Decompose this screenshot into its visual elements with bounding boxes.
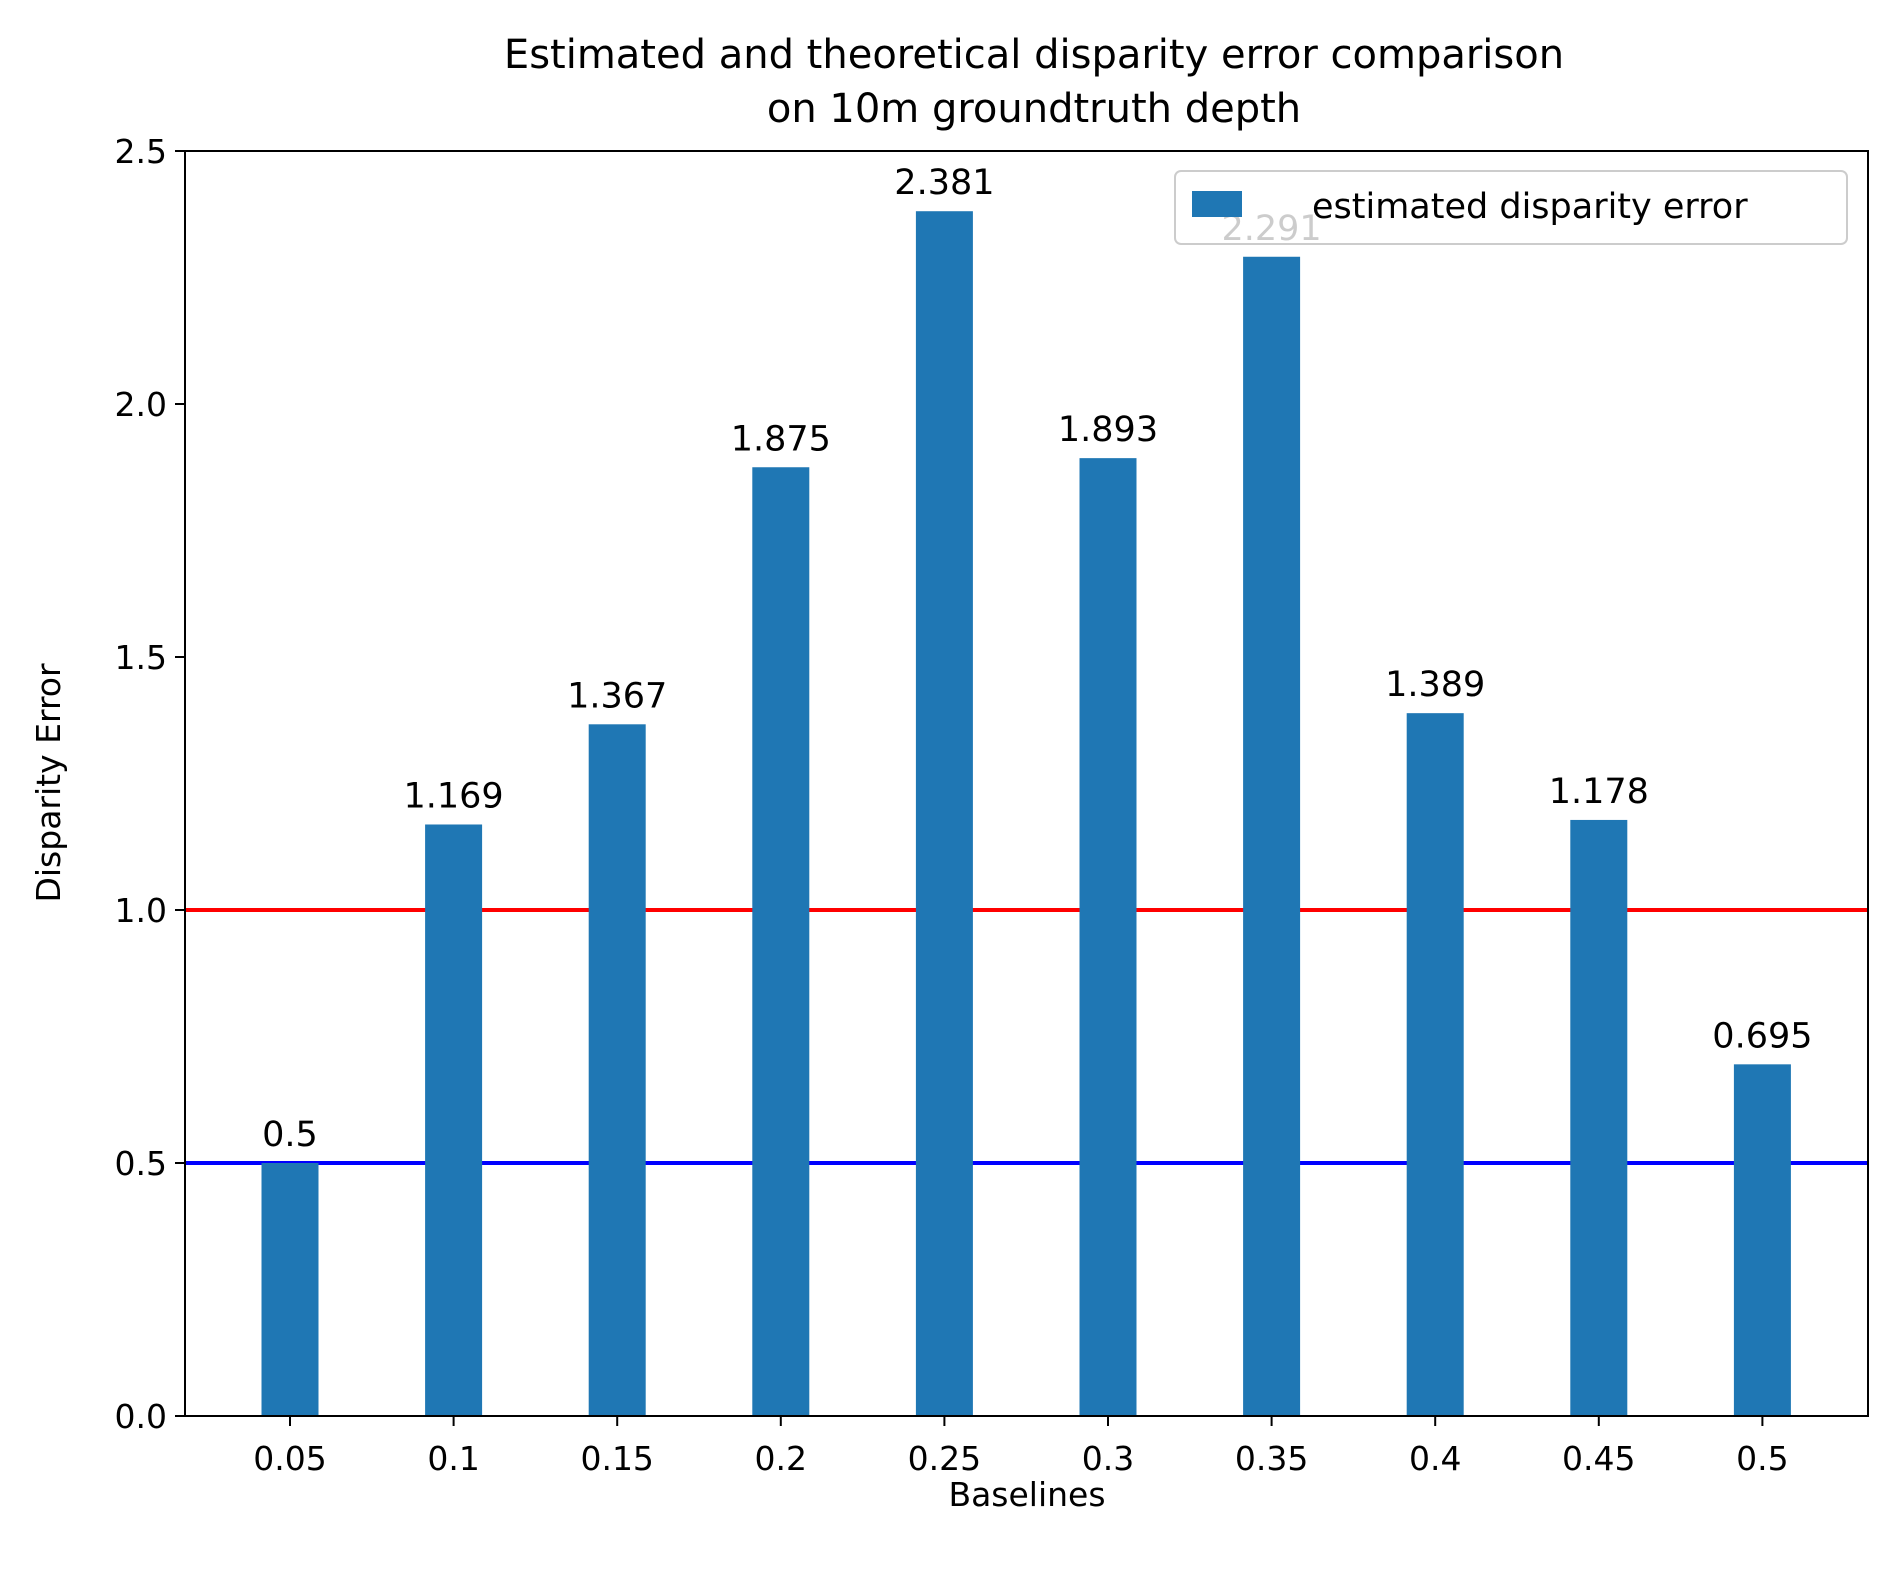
x-tick-label-0.1: 0.1 [427,1439,479,1478]
x-tick-label-0.3: 0.3 [1082,1439,1134,1478]
x-tick-label-0.15: 0.15 [580,1439,653,1478]
data-label-0.5: 0.695 [1712,1016,1812,1056]
plot-frame [184,150,1869,1417]
y-axis-label: Disparity Error [29,663,68,903]
legend: estimated disparity error [1174,170,1848,245]
x-axis: 0.05 0.1 0.15 0.2 0.25 0.3 0.35 0.4 0.45 0.5 [253,1416,1789,1478]
chart-title-line-1: Estimated and theoretical disparity erro… [504,32,1564,78]
x-tick-label-0.35: 0.35 [1235,1439,1308,1478]
y-tick-label: 1.0 [115,891,167,930]
y-tick-label: 0.5 [115,1144,167,1183]
x-tick-label-0.4: 0.4 [1409,1439,1461,1478]
y-axis: 0.0 0.5 1.0 1.5 2.0 2.5 [115,132,185,1436]
bar-0.45 [1570,819,1628,1416]
chart-title-line-2: on 10m groundtruth depth [767,86,1301,132]
data-label-0.15: 1.367 [567,676,667,716]
legend-swatch [1192,191,1242,217]
data-label-0.4: 1.389 [1385,665,1485,705]
x-axis-label: Baselines [948,1475,1105,1514]
x-tick-label-0.5: 0.5 [1736,1439,1788,1478]
x-tick-label-0.25: 0.25 [908,1439,981,1478]
y-tick-label: 0.0 [115,1397,167,1436]
legend-box [1174,170,1848,245]
bar-0.1 [425,824,483,1416]
bar-0.4 [1406,713,1464,1416]
x-tick-label-0.2: 0.2 [755,1439,807,1478]
data-label-0.1: 1.169 [403,776,503,816]
chart-title: Estimated and theoretical disparity erro… [504,32,1564,132]
y-tick-label: 2.5 [115,132,167,171]
x-tick-label-0.45: 0.45 [1562,1439,1635,1478]
bar-0.15 [588,724,646,1416]
bar-series [261,211,1791,1417]
bar-0.35 [1243,256,1301,1416]
data-label-0.05: 0.5 [262,1115,318,1155]
bar-0.3 [1079,458,1137,1417]
bar-0.5 [1733,1064,1791,1416]
data-label-0.45: 1.178 [1549,772,1649,812]
x-tick-label-0.05: 0.05 [253,1439,326,1478]
data-label-0.2: 1.875 [731,419,831,459]
bar-0.05 [261,1163,319,1416]
data-label-0.25: 2.381 [894,163,994,203]
y-tick-label: 1.5 [115,638,167,677]
legend-label: estimated disparity error [1312,187,1748,227]
data-label-0.3: 1.893 [1058,410,1158,450]
bar-0.2 [752,467,810,1416]
y-tick-label: 2.0 [115,385,167,424]
bar-0.25 [915,211,973,1417]
